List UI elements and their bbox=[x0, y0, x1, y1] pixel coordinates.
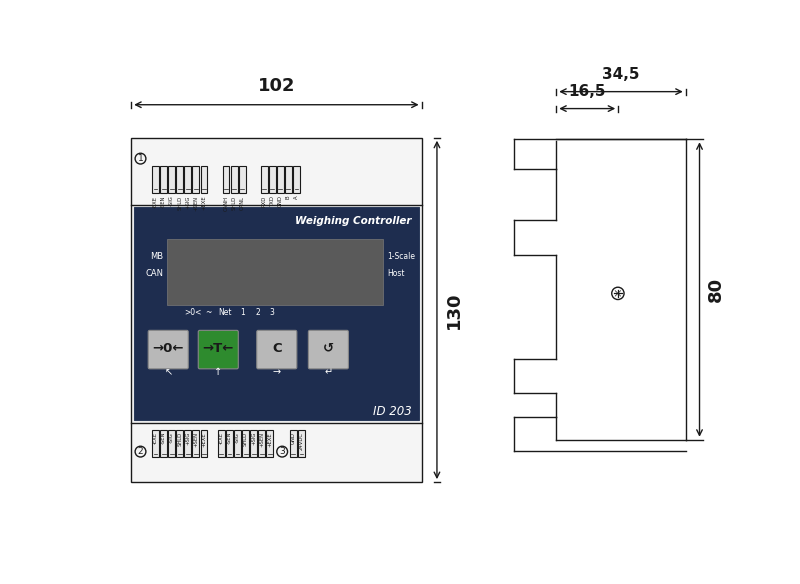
Text: -SIG: -SIG bbox=[235, 432, 240, 443]
Text: -SEN: -SEN bbox=[227, 432, 232, 444]
Text: 2: 2 bbox=[138, 447, 143, 456]
Text: ~: ~ bbox=[205, 308, 211, 317]
Text: +SIG: +SIG bbox=[186, 432, 190, 446]
Text: 80: 80 bbox=[707, 277, 726, 302]
Text: B: B bbox=[286, 196, 291, 199]
Bar bbox=[152, 430, 159, 457]
Text: +SEN: +SEN bbox=[194, 432, 198, 447]
Bar bbox=[230, 166, 238, 193]
Text: -EXE: -EXE bbox=[219, 432, 224, 444]
Text: >0<: >0< bbox=[184, 308, 202, 317]
Bar bbox=[152, 166, 159, 193]
Text: 3: 3 bbox=[279, 447, 285, 456]
Bar bbox=[293, 166, 300, 193]
Text: ↖: ↖ bbox=[164, 367, 172, 377]
Bar bbox=[226, 430, 233, 457]
Bar bbox=[176, 166, 183, 193]
Text: +SEN: +SEN bbox=[259, 432, 264, 447]
Text: MB: MB bbox=[150, 252, 163, 261]
Bar bbox=[242, 430, 249, 457]
Bar bbox=[258, 430, 266, 457]
Bar bbox=[184, 166, 191, 193]
Bar bbox=[167, 239, 383, 305]
Text: 1-Scale: 1-Scale bbox=[387, 252, 415, 261]
Bar bbox=[298, 430, 305, 457]
Bar bbox=[218, 430, 225, 457]
Text: →0←: →0← bbox=[153, 342, 184, 354]
Bar bbox=[168, 430, 175, 457]
Text: +EXE: +EXE bbox=[202, 432, 206, 447]
Bar bbox=[193, 430, 199, 457]
Text: →T←: →T← bbox=[202, 342, 234, 354]
Text: -SIG: -SIG bbox=[169, 432, 174, 443]
Bar bbox=[269, 166, 276, 193]
Text: Net: Net bbox=[218, 308, 232, 317]
Text: 24VDC: 24VDC bbox=[299, 432, 304, 450]
Bar bbox=[168, 166, 175, 193]
Text: +SIG: +SIG bbox=[186, 196, 190, 209]
Bar bbox=[160, 430, 167, 457]
Text: 1: 1 bbox=[241, 308, 246, 317]
Text: Weighing Controller: Weighing Controller bbox=[295, 216, 411, 226]
Text: 2: 2 bbox=[255, 308, 260, 317]
Bar bbox=[277, 166, 284, 193]
Text: SHLD: SHLD bbox=[178, 432, 182, 446]
Bar bbox=[201, 430, 207, 457]
Bar bbox=[131, 138, 422, 482]
Text: CANH: CANH bbox=[223, 196, 229, 211]
Bar bbox=[234, 430, 241, 457]
Bar bbox=[261, 166, 267, 193]
Text: ID 203: ID 203 bbox=[373, 405, 411, 419]
Text: ↺: ↺ bbox=[323, 342, 334, 354]
Bar bbox=[201, 166, 207, 193]
Text: 1: 1 bbox=[138, 154, 143, 163]
Bar bbox=[134, 207, 419, 420]
Bar bbox=[222, 166, 230, 193]
Bar bbox=[238, 166, 246, 193]
Text: SHLD: SHLD bbox=[243, 432, 248, 446]
FancyBboxPatch shape bbox=[308, 331, 349, 369]
Text: +EXE: +EXE bbox=[202, 196, 206, 210]
FancyBboxPatch shape bbox=[198, 331, 238, 369]
Bar bbox=[184, 430, 191, 457]
Text: SHLD: SHLD bbox=[178, 196, 182, 210]
Text: SHLD: SHLD bbox=[231, 196, 237, 210]
Text: →: → bbox=[273, 367, 281, 377]
Text: -SIG: -SIG bbox=[169, 196, 174, 206]
Bar bbox=[193, 166, 199, 193]
Text: +SEN: +SEN bbox=[194, 196, 198, 211]
Text: +SIG: +SIG bbox=[251, 432, 256, 446]
Text: GND: GND bbox=[291, 432, 296, 444]
Bar bbox=[285, 166, 292, 193]
Text: CANL: CANL bbox=[240, 196, 245, 210]
Text: -SEN: -SEN bbox=[161, 196, 166, 208]
Text: RXD: RXD bbox=[262, 196, 266, 207]
Text: GND: GND bbox=[278, 196, 282, 207]
Bar bbox=[176, 430, 183, 457]
Text: -EXE: -EXE bbox=[153, 432, 158, 444]
Bar bbox=[266, 430, 274, 457]
Text: 3: 3 bbox=[270, 308, 274, 317]
Text: -EXE: -EXE bbox=[153, 196, 158, 207]
Text: A: A bbox=[294, 196, 299, 199]
Bar bbox=[250, 430, 257, 457]
FancyBboxPatch shape bbox=[148, 331, 188, 369]
Bar bbox=[160, 166, 167, 193]
Text: CAN: CAN bbox=[146, 269, 163, 278]
Text: 34,5: 34,5 bbox=[602, 67, 640, 82]
Text: 130: 130 bbox=[445, 291, 462, 329]
Bar bbox=[290, 430, 297, 457]
Text: C: C bbox=[272, 342, 282, 354]
Text: TXD: TXD bbox=[270, 196, 274, 207]
Text: Host: Host bbox=[387, 269, 404, 278]
Text: 16,5: 16,5 bbox=[569, 84, 606, 99]
Text: 102: 102 bbox=[258, 78, 295, 96]
Text: +EXE: +EXE bbox=[267, 432, 272, 447]
Text: ↵: ↵ bbox=[324, 367, 333, 377]
Text: -SEN: -SEN bbox=[161, 432, 166, 444]
FancyBboxPatch shape bbox=[257, 331, 297, 369]
Text: ↑: ↑ bbox=[214, 367, 222, 377]
